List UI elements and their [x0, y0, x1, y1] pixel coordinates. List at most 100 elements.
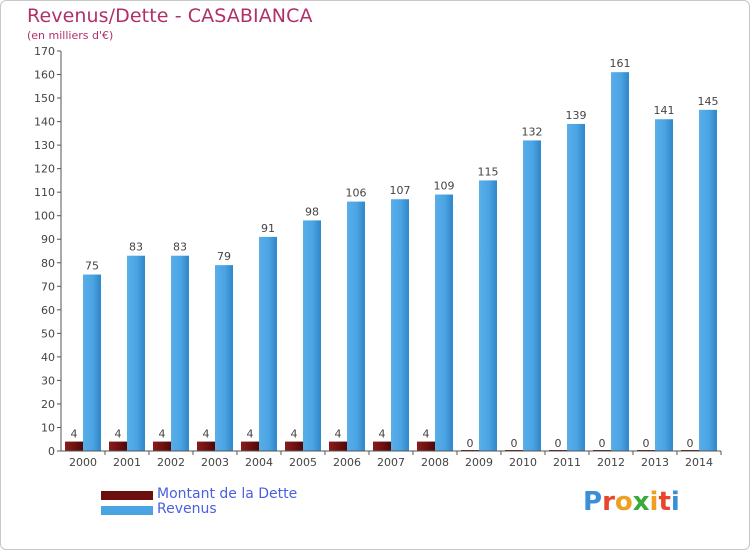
- bars: 4 75 4 83 4 83 4 79 4 91 4 98 4 106 4 107 4 109 0 115 0 132 0 1…: [65, 57, 719, 452]
- bar-debt-2007: [373, 441, 391, 451]
- logo-letter: i: [670, 487, 680, 517]
- x-tick-label-2005: 2005: [289, 456, 317, 469]
- x-tick-label-2013: 2013: [641, 456, 669, 469]
- data-label-revenus-2009: 115: [478, 165, 499, 178]
- data-label-revenus-2011: 139: [566, 109, 587, 122]
- y-tick-label: 140: [34, 116, 55, 129]
- logo-letter: x: [632, 487, 650, 517]
- data-label-debt-2006: 4: [335, 428, 342, 441]
- data-label-revenus-2006: 106: [346, 187, 367, 200]
- y-tick-label: 40: [41, 351, 55, 364]
- bar-revenus-2007: [391, 199, 409, 451]
- bar-debt-2006: [329, 441, 347, 451]
- data-label-debt-2010: 0: [511, 437, 518, 450]
- data-label-debt-2003: 4: [203, 428, 210, 441]
- bar-revenus-2002: [171, 255, 189, 451]
- y-tick-label: 100: [34, 210, 55, 223]
- x-tick-label-2011: 2011: [553, 456, 581, 469]
- data-label-debt-2001: 4: [115, 428, 122, 441]
- legend-swatch-debt: [101, 491, 153, 500]
- bar-revenus-2000: [83, 274, 101, 451]
- y-tick-label: 60: [41, 304, 55, 317]
- logo-letter: P: [583, 487, 603, 517]
- x-tick-label-2001: 2001: [113, 456, 141, 469]
- y-tick-label: 30: [41, 374, 55, 387]
- data-label-debt-2009: 0: [467, 437, 474, 450]
- y-tick-label: 70: [41, 280, 55, 293]
- bar-revenus-2004: [259, 236, 277, 451]
- bar-revenus-2001: [127, 255, 145, 451]
- y-tick-label: 10: [41, 421, 55, 434]
- y-tick-label: 110: [34, 186, 55, 199]
- data-label-revenus-2014: 145: [698, 95, 719, 108]
- x-tick-label-2007: 2007: [377, 456, 405, 469]
- x-tick-label-2000: 2000: [69, 456, 97, 469]
- x-axis: 2000 2001 2002 2003 2004 2005 2006 2007 2008 2009…: [61, 450, 722, 469]
- data-label-debt-2014: 0: [687, 437, 694, 450]
- y-tick-label: 50: [41, 327, 55, 340]
- legend-label-revenus: Revenus: [157, 501, 217, 517]
- legend-swatch-revenus: [101, 506, 153, 515]
- y-axis: 0 10 20 30 40 50 60 70 80 90 100 110 120 130 140 150 160…: [34, 45, 62, 458]
- logo-letter: r: [602, 487, 615, 517]
- y-tick-label: 80: [41, 257, 55, 270]
- bar-revenus-2005: [303, 220, 321, 451]
- data-label-debt-2005: 4: [291, 428, 298, 441]
- bar-debt-2003: [197, 441, 215, 451]
- data-label-revenus-2007: 107: [390, 184, 411, 197]
- data-label-debt-2004: 4: [247, 428, 254, 441]
- data-label-revenus-2010: 132: [522, 125, 543, 138]
- x-tick-label-2012: 2012: [597, 456, 625, 469]
- data-label-revenus-2001: 83: [129, 241, 143, 254]
- bar-revenus-2006: [347, 201, 365, 451]
- bar-debt-2008: [417, 441, 435, 451]
- bar-revenus-2013: [655, 119, 673, 451]
- chart-title: Revenus/Dette - CASABIANCA: [27, 5, 313, 27]
- data-label-revenus-2002: 83: [173, 241, 187, 254]
- data-label-debt-2007: 4: [379, 428, 386, 441]
- x-tick-label-2010: 2010: [509, 456, 537, 469]
- data-label-debt-2011: 0: [555, 437, 562, 450]
- logo-letter: i: [649, 487, 659, 517]
- y-tick-label: 160: [34, 69, 55, 82]
- legend-label-debt: Montant de la Dette: [157, 486, 298, 502]
- data-label-revenus-2013: 141: [654, 104, 675, 117]
- x-tick-label-2002: 2002: [157, 456, 185, 469]
- data-label-revenus-2003: 79: [217, 250, 231, 263]
- proxiti-logo: Proxiti: [583, 487, 680, 517]
- y-tick-label: 130: [34, 139, 55, 152]
- data-label-debt-2002: 4: [159, 428, 166, 441]
- y-tick-label: 20: [41, 398, 55, 411]
- bar-revenus-2012: [611, 72, 629, 452]
- x-tick-label-2008: 2008: [421, 456, 449, 469]
- bar-revenus-2010: [523, 140, 541, 452]
- data-label-debt-2000: 4: [71, 428, 78, 441]
- bar-revenus-2008: [435, 194, 453, 451]
- bar-revenus-2011: [567, 123, 585, 452]
- x-tick-label-2006: 2006: [333, 456, 361, 469]
- logo-letter: t: [658, 487, 671, 517]
- data-label-revenus-2000: 75: [85, 260, 99, 273]
- bar-revenus-2009: [479, 180, 497, 452]
- bar-debt-2001: [109, 441, 127, 451]
- logo-letter: o: [614, 487, 633, 517]
- x-tick-label-2014: 2014: [685, 456, 713, 469]
- data-label-debt-2013: 0: [643, 437, 650, 450]
- data-label-revenus-2008: 109: [434, 180, 455, 193]
- bar-debt-2004: [241, 441, 259, 451]
- bar-debt-2002: [153, 441, 171, 451]
- bar-debt-2005: [285, 441, 303, 451]
- data-label-debt-2012: 0: [599, 437, 606, 450]
- chart-subtitle: (en milliers d'€): [27, 29, 114, 42]
- data-label-revenus-2012: 161: [610, 57, 631, 70]
- y-tick-label: 170: [34, 45, 55, 58]
- x-tick-label-2003: 2003: [201, 456, 229, 469]
- x-tick-label-2004: 2004: [245, 456, 273, 469]
- bar-revenus-2014: [699, 109, 717, 451]
- y-tick-label: 150: [34, 92, 55, 105]
- y-tick-label: 120: [34, 163, 55, 176]
- data-label-revenus-2005: 98: [305, 205, 319, 218]
- bar-revenus-2003: [215, 265, 233, 451]
